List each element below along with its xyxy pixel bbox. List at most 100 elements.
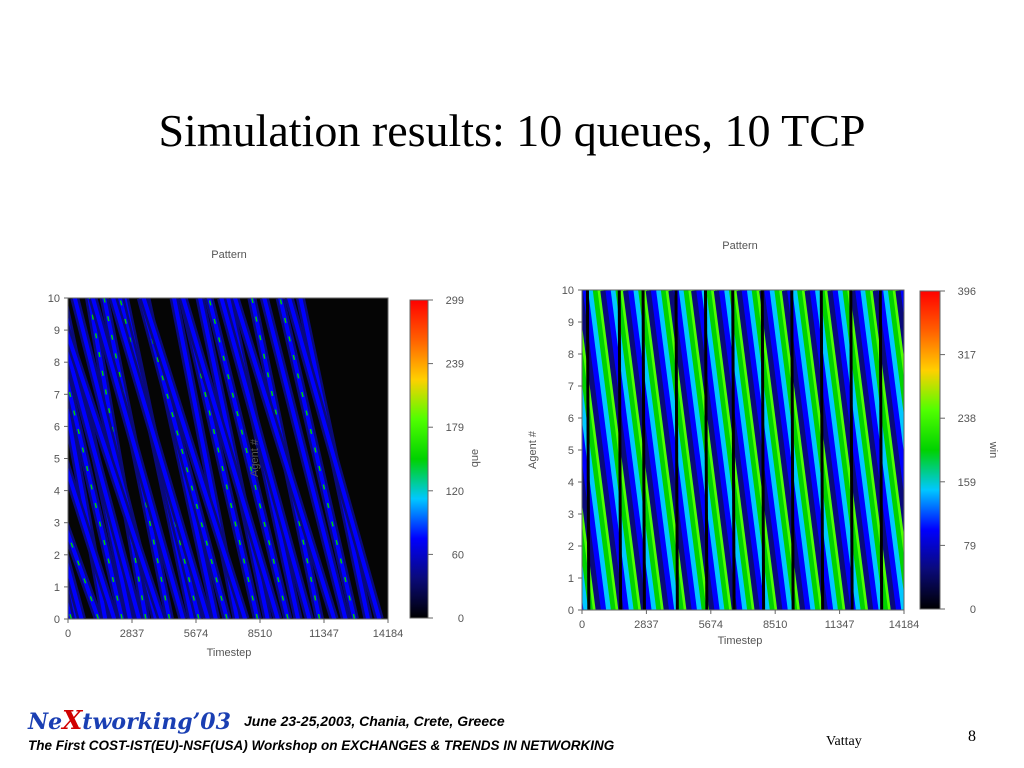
window-wave-band [706,290,755,610]
queue-burst-core [111,298,210,619]
colorbar-tick-label: 179 [446,422,464,434]
queue-burst-stripe [68,591,76,619]
y-tick-label: 6 [568,413,574,425]
window-reset-line [731,290,736,610]
y-axis-label: Agent # [527,430,539,469]
colorbar-tick-label: 120 [446,486,464,498]
y-tick-label: 5 [568,445,574,457]
window-wave-band [779,290,824,610]
window-wave-band [733,290,779,610]
window-wave-band [582,328,618,610]
logo-suffix: tworking’03 [82,709,231,735]
x-axis: 0 2837 5674 8510 11347 14184 [65,619,403,640]
queue-burst-core [68,600,74,619]
window-reset-line [703,290,709,610]
x-tick-label: 5674 [184,628,208,640]
window-wave-band [688,290,734,610]
window-wave-band [865,290,904,595]
y-tick-label: 8 [54,357,60,369]
y-tick-label: 4 [568,477,574,489]
window-wave-band [660,290,709,610]
x-tick-label: 8510 [248,628,272,640]
queue-burst-core [68,329,164,619]
window-wave-band [582,538,591,610]
queue-burst-core [139,298,229,619]
colorbar-tick-label: 0 [970,604,976,616]
window-reset-line [878,290,884,610]
y-tick-label: 7 [54,389,60,401]
window-wave-band [582,506,596,610]
logo-prefix: Ne [28,709,63,735]
colorbar: 0 79 159 238 317 396 [919,286,976,616]
y-tick-label: 3 [568,509,574,521]
chart-title: Pattern [211,249,246,261]
window-wave-band [940,290,981,610]
colorbar-tick-label: 238 [958,413,976,425]
queue-burst-core [90,298,185,619]
queue-heatmap-chart: Pattern 0 1 2 3 4 5 6 7 8 9 10 0 2837 5674 8510 11347 1… [48,249,481,659]
y-tick-label: 1 [54,582,60,594]
conference-logo: NeXtworking’03 [28,706,231,736]
heatmap-area [582,290,984,610]
x-tick-label: 8510 [763,619,787,631]
queue-burst-core [68,345,141,619]
y-tick-label: 3 [54,518,60,530]
y-tick-label: 8 [568,349,574,361]
y-tick-label: 9 [568,317,574,329]
y-tick-label: 5 [54,454,60,466]
window-reset-line [819,290,825,610]
footer-date-location: June 23-25,2003, Chania, Crete, Greece [244,713,505,729]
colorbar-tick-label: 396 [958,286,976,298]
colorbar-tick-label: 79 [964,540,976,552]
window-wave-band [943,290,984,610]
queue-burst-core [219,298,312,619]
colorbar-tick-label: 239 [446,359,464,371]
x-axis: 0 2837 5674 8510 11347 14184 [579,610,919,631]
colorbar-tick-label: 60 [452,549,464,561]
queue-burst-core [141,298,248,619]
chart-title: Pattern [722,240,757,252]
y-tick-label: 4 [54,486,60,498]
colorbar-gradient [409,299,429,619]
window-reset-line [674,290,679,610]
y-tick-label: 10 [48,293,60,305]
window-reset-line [760,290,766,610]
window-reset-line [849,290,854,610]
y-tick-label: 9 [54,325,60,337]
colorbar-tick-label: 159 [958,477,976,489]
y-tick-label: 6 [54,421,60,433]
y-tick-label: 7 [568,381,574,393]
x-tick-label: 11347 [825,619,855,631]
window-reset-line [790,290,795,610]
y-tick-label: 0 [568,605,574,617]
window-wave-band [642,290,688,610]
window-reset-line [585,290,591,610]
window-wave-band [774,290,823,610]
y-axis-label: Agent # [249,438,261,477]
window-wave-band [615,290,664,610]
x-tick-label: 5674 [699,619,723,631]
x-tick-label: 14184 [373,628,404,640]
y-tick-label: 2 [568,541,574,553]
x-tick-label: 14184 [889,619,920,631]
colorbar-tick-label: 0 [458,613,464,625]
y-axis: 0 1 2 3 4 5 6 7 8 9 10 [48,293,68,626]
y-tick-label: 0 [54,614,60,626]
queue-burst-core [68,466,117,619]
queue-burst-core [287,298,382,619]
window-wave-band [729,290,777,610]
footer-author: Vattay [826,734,862,749]
window-wave-band [582,314,620,610]
x-tick-label: 0 [579,619,585,631]
footer-workshop: The First COST-IST(EU)-NSF(USA) Workshop… [28,738,615,753]
window-wave-band [847,290,893,610]
window-wave-band [592,290,641,610]
y-tick-label: 10 [562,285,574,297]
colorbar-label: que [469,449,481,467]
window-reset-line [641,290,646,610]
window-wave-band [892,290,904,380]
x-tick-label: 2837 [634,619,658,631]
x-axis-label: Timestep [718,635,763,647]
window-heatmap-chart: Pattern 0 1 2 3 4 5 6 7 8 9 10 0 2837 5674 8510 11347 1… [527,240,999,647]
queue-burst-core [68,376,125,619]
